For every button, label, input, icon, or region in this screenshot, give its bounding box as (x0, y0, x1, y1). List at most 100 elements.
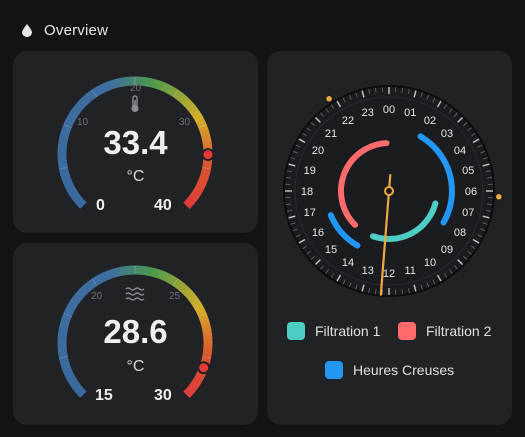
gauge-arc-segment (185, 102, 196, 112)
section-header: Overview (22, 20, 108, 40)
legend-item-filtration-1[interactable]: Filtration 1 (287, 322, 380, 340)
gauge-arc-segment (194, 304, 205, 313)
clock-tick (290, 222, 296, 225)
gauge-arc-segment (188, 194, 198, 203)
clock-hour-label: 23 (362, 107, 374, 119)
gauge-tick-label: 10 (77, 117, 89, 128)
schedule-arc-filtration-1[interactable] (369, 200, 439, 242)
gauge-arc-segment (57, 349, 68, 356)
schedule-arc-heures-creuses[interactable] (417, 133, 455, 226)
gauge-arc-segment (194, 374, 205, 382)
clock-tick (288, 215, 296, 219)
gauge-arc-segment (192, 188, 203, 197)
clock-tick (298, 138, 306, 144)
gauge-tick (91, 278, 98, 286)
clock-tick (448, 269, 453, 274)
gauge-arc-segment (190, 297, 201, 306)
water-temperature-value: 28.6 (103, 313, 168, 350)
clock-tick (401, 87, 403, 93)
gauge-arc-segment (156, 269, 163, 280)
clock-tick (467, 250, 472, 255)
clock-tick (325, 269, 330, 274)
legend-item-filtration-2[interactable]: Filtration 2 (398, 322, 491, 340)
clock-tick (426, 282, 430, 288)
gauge-arc-segment (74, 196, 85, 206)
schedule-arc-heures-creuses[interactable] (327, 212, 361, 249)
temperature-gauge-card[interactable]: 10 20 30 33.4 °C 0 40 (13, 51, 258, 233)
gauge-arc-segment (180, 96, 190, 106)
clock-tick (290, 157, 296, 160)
water-temperature-gauge-card[interactable]: 20 25 28.6 °C 15 30 (13, 243, 258, 425)
gauge-arc-segment (103, 270, 111, 281)
clock-tick (471, 245, 476, 250)
gauge-arc-segment (57, 160, 68, 167)
clock-hour-label: 07 (462, 207, 474, 219)
gauge-arc-segment (190, 191, 200, 200)
gauge-value-marker (201, 148, 215, 162)
gauge-arc-segment (70, 297, 80, 306)
clock-tick (348, 282, 352, 288)
gauge-tick (202, 355, 211, 359)
gauge-arc-segment (159, 270, 167, 281)
gauge-arc-segment (149, 78, 156, 88)
gauge-arc-segment (86, 280, 95, 290)
clock-tick (320, 265, 325, 270)
clock-hour-label: 03 (441, 128, 453, 140)
gauge-arc-segment (92, 86, 101, 97)
gauge-arc-segment (190, 108, 201, 117)
clock-tick (463, 122, 468, 127)
clock-hour-label: 06 (465, 186, 477, 198)
gauge-arc-segment (80, 96, 90, 106)
clock-tick (477, 144, 483, 148)
clock-tick (314, 259, 321, 266)
section-title: Overview (44, 21, 109, 39)
gauge-arc-segment (114, 78, 121, 88)
clock-tick (285, 203, 291, 205)
clock-tick (306, 250, 311, 255)
gauge-arc-segment (96, 273, 105, 284)
gauge-arc-segment (118, 77, 125, 88)
clock-tick (407, 288, 410, 294)
schedule-arc-filtration-2[interactable] (338, 140, 390, 228)
clock-tick (288, 163, 296, 167)
gauge-arc-segment (122, 76, 129, 87)
clock-tick (487, 177, 493, 179)
gauge-max-label: 30 (154, 387, 172, 404)
clock-hour-label: 01 (404, 107, 416, 119)
legend-item-heures-creuses[interactable]: Heures Creuses (325, 361, 454, 379)
gauge-arc-segment (77, 388, 87, 398)
clock-hour-label: 08 (454, 227, 466, 239)
legend-label: Filtration 1 (315, 323, 381, 339)
clock-tick (298, 238, 306, 244)
gauge-arc-segment (72, 294, 82, 303)
gauge-arc-segment (70, 108, 80, 117)
clock-tick (368, 288, 371, 294)
gauge-arc-segment (145, 266, 152, 277)
gauge-arc-segment (77, 288, 87, 298)
clock-tick (472, 238, 480, 244)
clock-tick (413, 90, 417, 98)
clock-tick (457, 116, 464, 123)
gauge-arc-segment (185, 386, 196, 396)
gauge-arc-segment (149, 267, 156, 277)
clock-hour-label: 09 (441, 244, 453, 256)
gauge-tick (91, 89, 98, 97)
gauge-arc-segment (188, 105, 198, 114)
gauge-arc-segment (202, 161, 213, 167)
gauge-arc-segment (192, 377, 203, 386)
clock-tick (342, 97, 346, 103)
clock-tick (286, 209, 292, 212)
clock-tick (292, 150, 298, 154)
gauge-arc-segment (111, 268, 118, 278)
clock-hour-label: 21 (325, 128, 337, 140)
legend-swatch (325, 361, 343, 379)
gauge-arc-segment (74, 385, 85, 395)
filtration-schedule-card[interactable]: 00 01 02 03 04 05 06 07 08 09 10 11 12 13 14 15 16 17 18 19… (267, 51, 512, 425)
gauge-arc-segment (156, 80, 163, 91)
gauge-arc-segment (118, 266, 125, 277)
gauge-arc-segment (175, 280, 184, 290)
clock-tick (448, 108, 453, 113)
gauge-arc-segment (169, 275, 178, 286)
clock-tick (436, 274, 442, 282)
clock-tick (453, 265, 458, 270)
